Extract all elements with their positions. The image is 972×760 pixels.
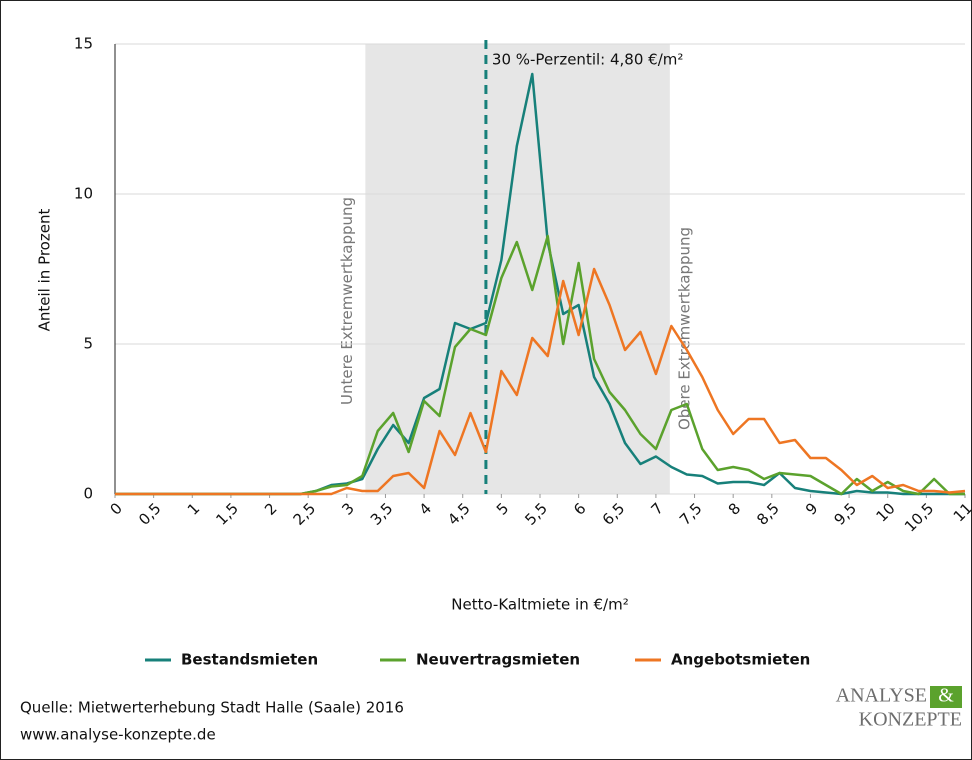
y-tick-label: 0 — [83, 485, 93, 503]
y-tick-label: 10 — [74, 185, 93, 203]
annotation: 30 %-Perzentil: 4,80 €/m² — [492, 51, 683, 69]
annotation: Untere Extremwertkappung — [338, 197, 356, 405]
shaded-range — [365, 44, 670, 494]
source: Quelle: Mietwerterhebung Stadt Halle (Sa… — [20, 699, 404, 717]
source: www.analyse-konzepte.de — [20, 726, 216, 744]
y-axis-label: Anteil in Prozent — [36, 209, 54, 332]
y-tick-label: 5 — [83, 335, 93, 353]
logo: & — [938, 685, 954, 707]
annotation: Obere Extremwertkappung — [675, 227, 693, 430]
legend-label: Neuvertragsmieten — [416, 651, 580, 669]
x-tick-label: 11 — [950, 499, 972, 525]
legend-label: Bestandsmieten — [181, 651, 318, 669]
logo: KONZEPTE — [859, 709, 962, 731]
y-tick-label: 15 — [74, 35, 93, 53]
x-axis-label: Netto-Kaltmiete in €/m² — [451, 596, 628, 614]
logo: ANALYSE — [836, 685, 927, 707]
logo-box — [930, 686, 962, 708]
legend-label: Angebotsmieten — [671, 651, 810, 669]
line — [115, 267, 966, 496]
